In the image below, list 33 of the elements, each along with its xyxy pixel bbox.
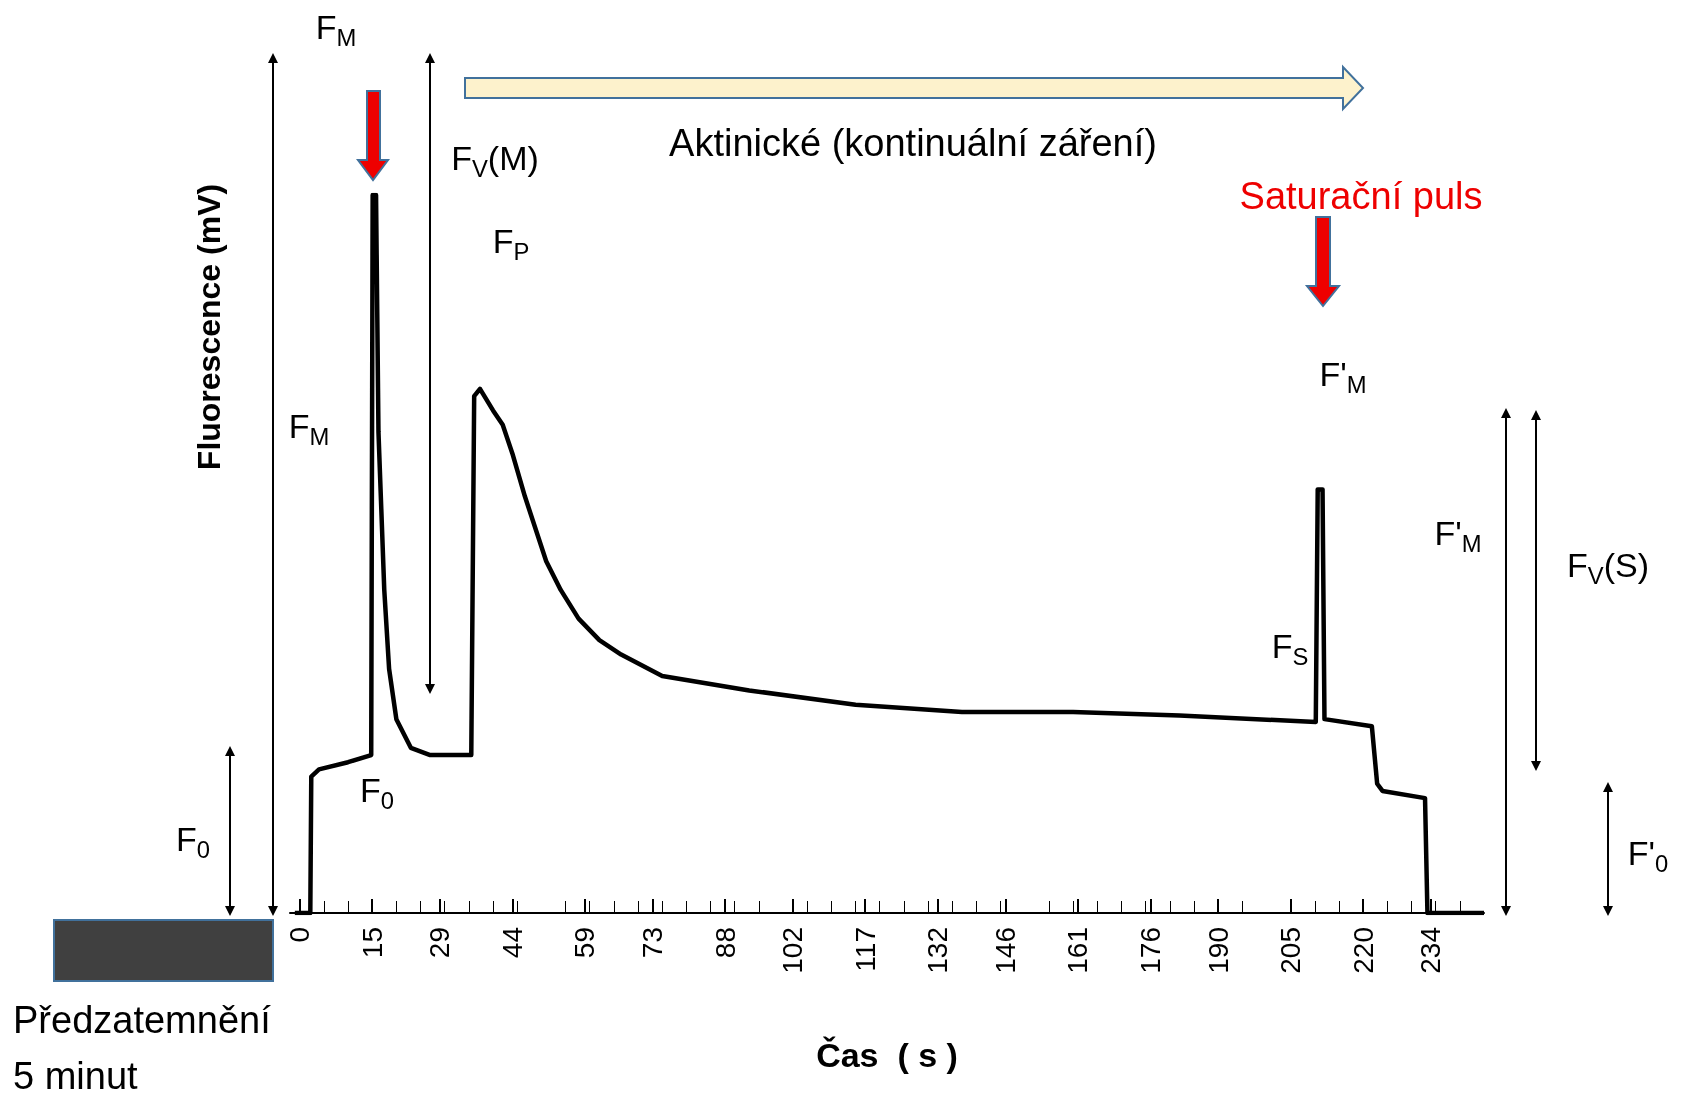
y-axis-title: Fluorescence (mV) — [190, 183, 228, 471]
annotation: F$_{S}$ — [1271, 626, 1309, 672]
text: F'$_{0}$ — [1627, 833, 1669, 879]
annotation: F$_{P}$ — [492, 221, 530, 267]
annotation: F$_{M}$ — [288, 406, 330, 452]
x-tick-label: 117 — [849, 927, 881, 972]
text: Předzatemnění 5 minut — [13, 998, 271, 1099]
text: F$_{V}$(S) — [1567, 545, 1649, 591]
x-tick-label: 102 — [777, 927, 809, 974]
x-tick-label: 220 — [1347, 927, 1379, 974]
x-tick-label: 176 — [1134, 927, 1166, 974]
x-tick-label: 29 — [424, 927, 456, 959]
x-tick-label: 146 — [989, 927, 1021, 974]
x-tick-label: 0 — [284, 927, 316, 943]
annotation: F$_{0}$ — [359, 770, 395, 816]
x-tick-label: 88 — [709, 927, 741, 959]
annotation: Saturační puls — [1239, 174, 1483, 218]
annotation: F'$_{M}$ — [1319, 354, 1367, 400]
x-tick-label: 44 — [496, 927, 528, 959]
x-tick-label: 73 — [637, 927, 669, 959]
x-tick-label: 190 — [1202, 927, 1234, 974]
x-tick-label: 205 — [1275, 927, 1307, 974]
x-tick-label: 59 — [569, 927, 601, 959]
x-tick-label: 234 — [1415, 927, 1447, 974]
text: F$_{V}$(M) — [451, 138, 539, 184]
annotation: F'$_{M}$ — [1434, 513, 1482, 559]
x-axis-title: Čas ( s ) — [816, 1036, 958, 1074]
x-tick-label: 161 — [1062, 927, 1094, 974]
text: F$_{0}$ — [175, 819, 211, 865]
text: Aktinické (kontinuální záření) — [669, 121, 1157, 165]
text: F$_{M}$ — [315, 7, 357, 53]
x-tick-label: 15 — [356, 927, 388, 959]
x-tick-label: 132 — [922, 927, 954, 974]
